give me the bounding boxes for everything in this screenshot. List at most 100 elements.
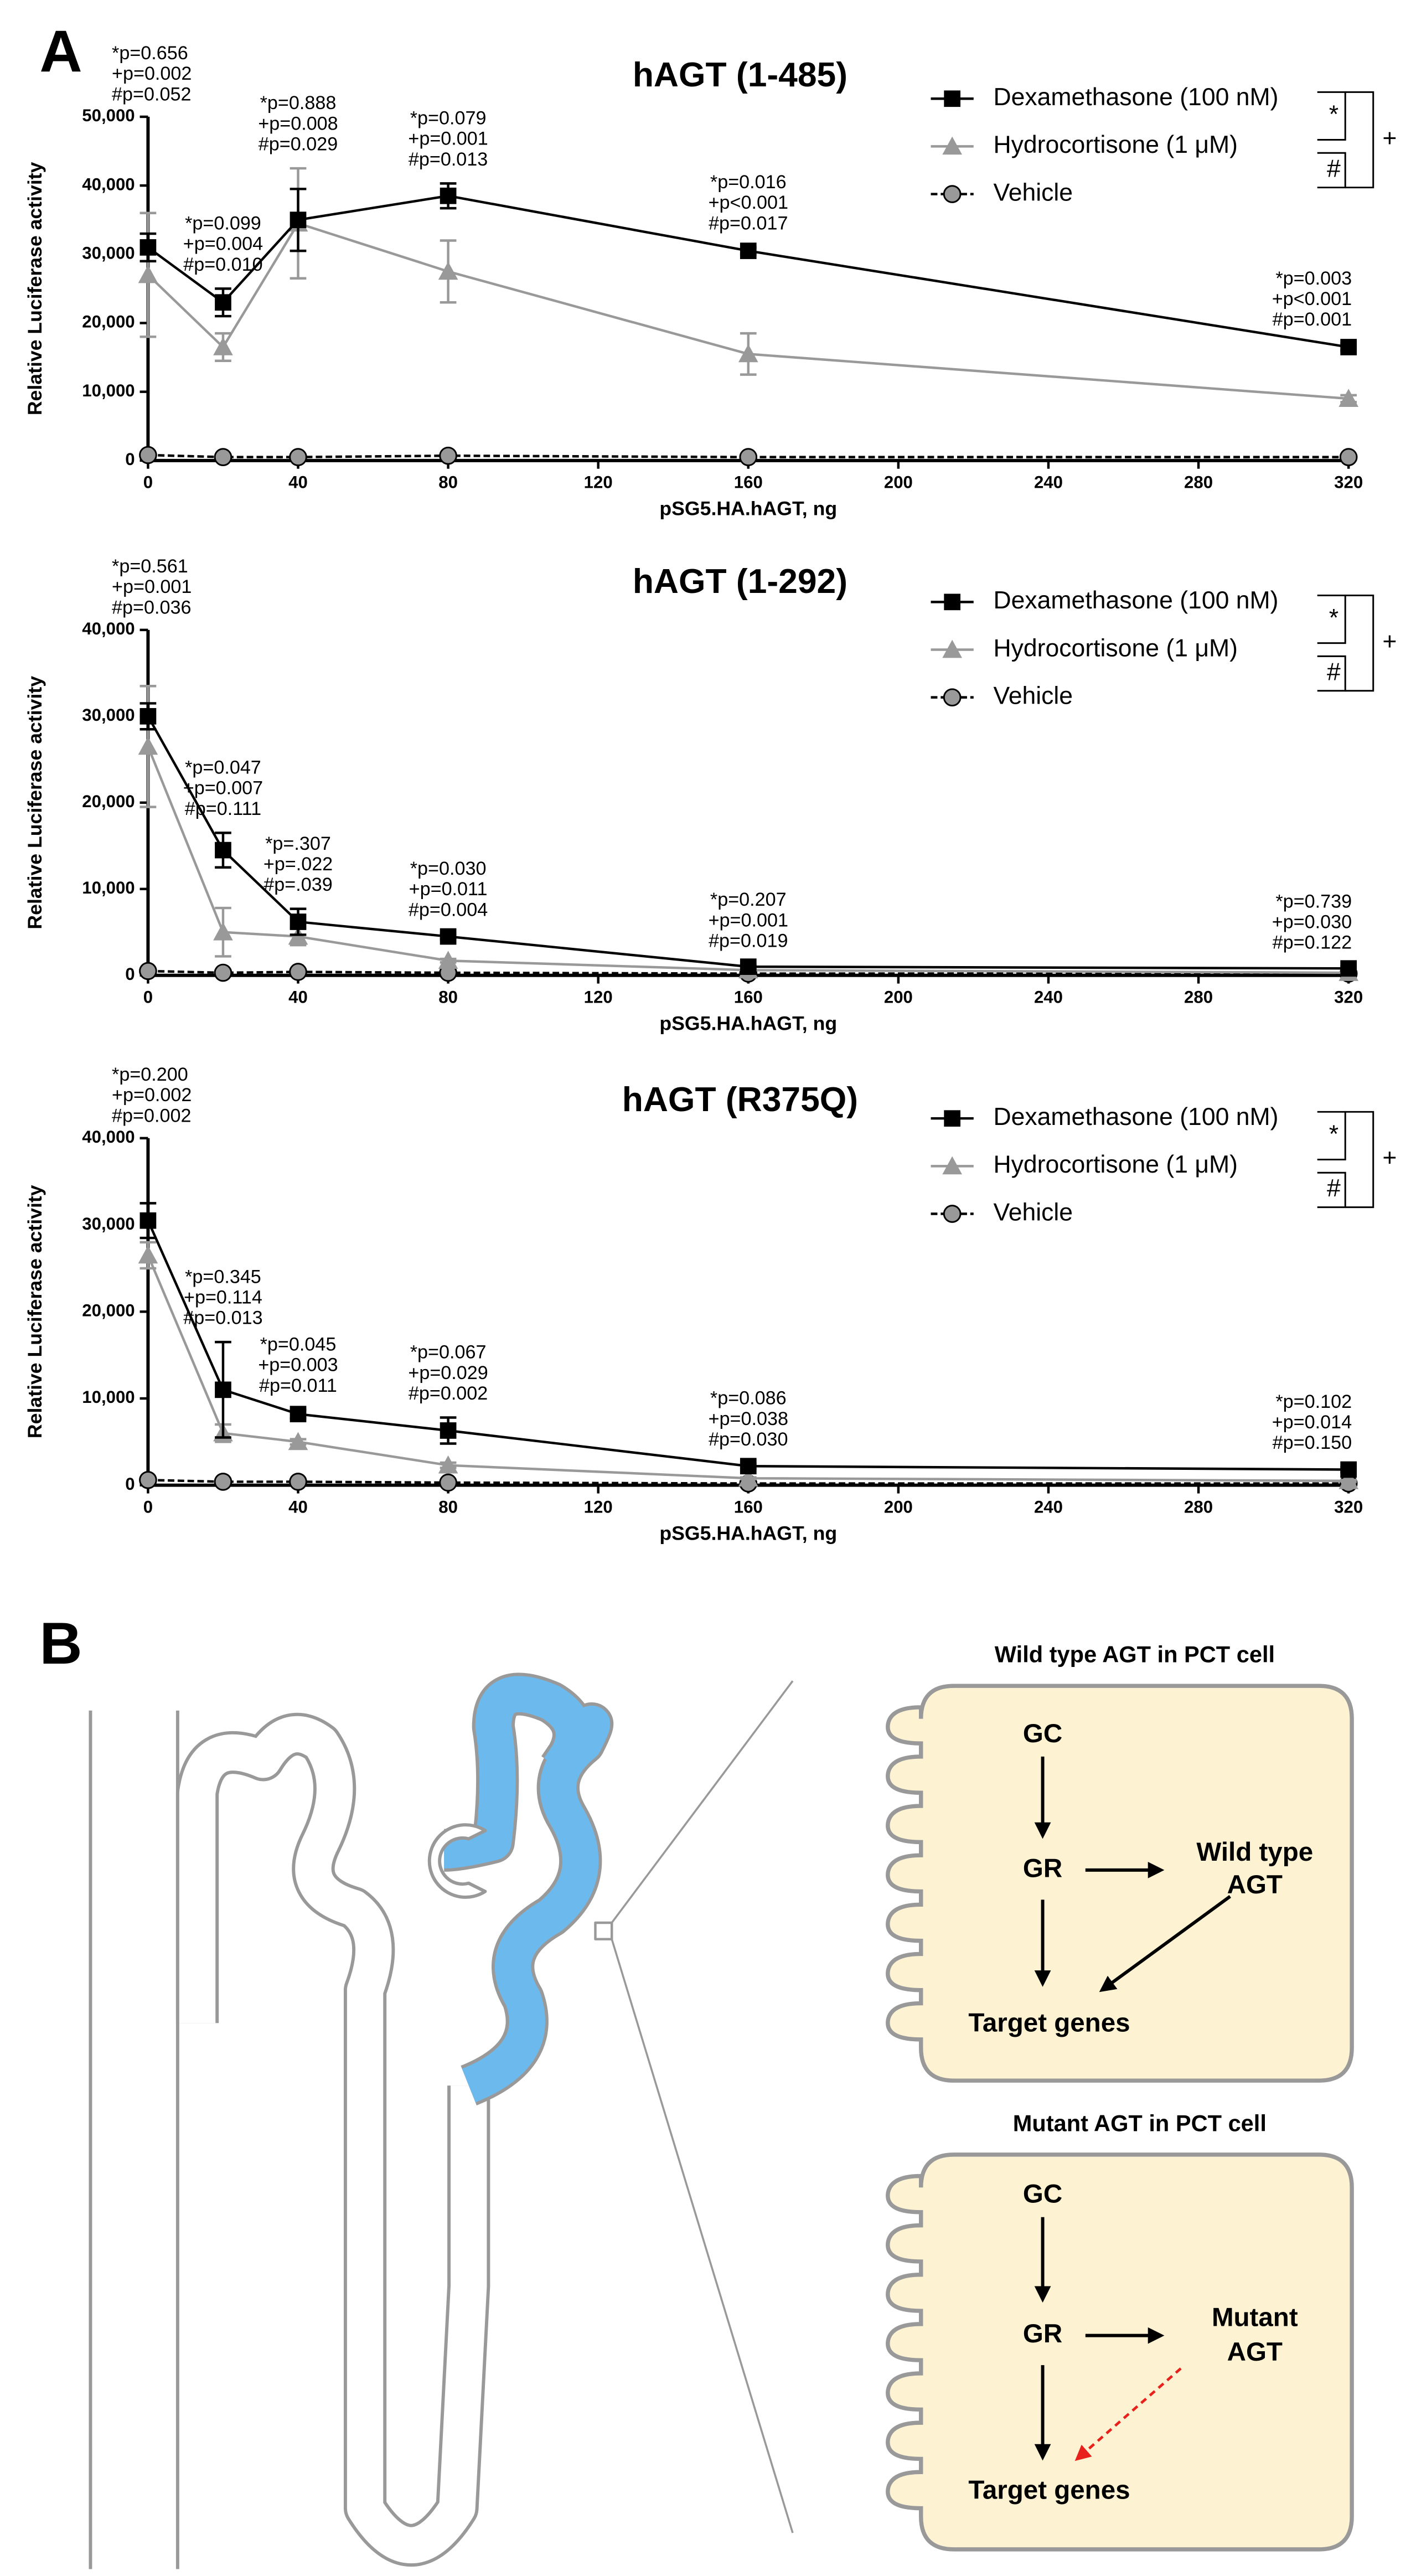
marker [740,1458,757,1475]
node-label: Wild type [1196,1837,1313,1867]
x-tick-label: 40 [288,988,308,1007]
y-tick-label: 40,000 [82,174,135,194]
marker [215,842,231,859]
x-tick-label: 0 [143,473,153,492]
p-value-annotation: #p=0.030 [709,1429,788,1450]
marker [1340,960,1357,977]
marker [138,736,158,755]
p-value-annotation: +p=0.114 [184,1287,262,1308]
marker [944,593,961,611]
p-value-annotation: #p=0.002 [409,1383,488,1404]
chart-title: hAGT (R375Q) [622,1081,858,1119]
legend-bracket [1317,594,1346,644]
marker [943,1205,962,1223]
p-value-annotation: #p=0.013 [409,149,488,170]
cell-title: Wild type AGT in PCT cell [995,1641,1275,1668]
legend-label: Vehicle [993,179,1073,206]
cell-wild-type: Wild type AGT in PCT cell GC GR Wild typ… [886,1641,1354,2083]
marker [288,1432,308,1450]
marker [943,688,962,706]
series-line [147,194,1349,349]
node-label: AGT [1227,2337,1283,2367]
legend-bracket [1317,152,1346,189]
marker [1340,1461,1357,1478]
y-axis-label: Relative Luciferase activity [24,162,46,415]
marker [139,1470,157,1489]
node-label: GC [1023,1719,1062,1748]
node-label: Mutant [1212,2303,1298,2332]
x-tick-label: 40 [288,1498,308,1517]
p-value-annotation: *p=0.888 [260,92,337,113]
marker [289,448,307,466]
marker [213,337,233,355]
x-tick-label: 200 [884,1498,913,1517]
marker [438,1455,458,1474]
series-line [147,715,1349,970]
x-tick-label: 80 [438,1498,458,1517]
marker [739,448,758,466]
marker [1340,339,1357,355]
p-value-annotation: *p=0.003 [1275,268,1352,289]
x-tick-label: 160 [734,473,763,492]
series-line [148,969,1349,975]
marker [1339,448,1358,466]
p-value-annotation: #p=0.019 [709,930,788,951]
legend-label: Dexamethasone (100 nM) [993,84,1278,111]
x-tick-label: 240 [1034,988,1063,1007]
series-line [147,746,1349,974]
x-tick-label: 120 [584,1498,613,1517]
x-tick-label: 40 [288,473,308,492]
legend-bracket [1345,594,1374,692]
x-tick-label: 240 [1034,473,1063,492]
legend-bracket [1317,1171,1346,1209]
y-tick-label: 40,000 [82,1127,135,1147]
p-value-annotation: *p=0.099 [185,213,261,234]
marker [215,1381,231,1398]
panel-label: A [39,18,82,84]
p-value-annotation: #p=0.150 [1273,1432,1352,1453]
p-value-annotation: *p=0.200 [112,1064,188,1085]
legend-bracket [1317,1111,1346,1160]
marker [738,344,758,363]
y-tick-label: 0 [125,964,135,984]
bracket-symbol: + [1382,125,1397,152]
p-value-annotation: *p=0.030 [410,858,487,879]
y-tick-label: 30,000 [82,244,135,263]
x-tick-label: 280 [1184,1498,1213,1517]
legend-label: Hydrocortisone (1 μM) [993,131,1238,158]
p-value-annotation: #p=0.004 [409,899,488,920]
y-tick-label: 0 [125,1474,135,1494]
series-line [147,221,1349,400]
marker [214,1473,232,1491]
marker [440,928,457,945]
p-value-annotation: #p=0.001 [1273,309,1352,330]
p-value-annotation: #p=0.013 [183,1308,262,1329]
marker [289,1473,307,1491]
marker [214,448,232,466]
p-value-annotation: +p=0.002 [112,1085,192,1106]
panel-label: B [39,1610,82,1676]
p-value-annotation: #p=0.029 [259,134,338,155]
marker [139,239,157,256]
marker [944,1110,961,1127]
x-tick-label: 280 [1184,473,1213,492]
p-value-annotation: +p=0.014 [1272,1412,1352,1433]
p-value-annotation: *p=.307 [265,833,331,854]
marker [740,958,757,975]
nephron [89,1672,794,2569]
marker [438,261,458,280]
marker [138,265,158,283]
p-value-annotation: +p=0.001 [709,910,788,931]
legend-bracket [1317,655,1346,692]
marker [215,294,231,311]
x-axis-label: pSG5.HA.hAGT, ng [659,1522,837,1544]
x-axis-label: pSG5.HA.hAGT, ng [659,1012,837,1034]
p-value-annotation: +p=0.008 [258,113,338,134]
p-value-annotation: *p=0.086 [710,1388,787,1409]
p-value-annotation: +p=0.011 [409,879,488,900]
marker [1339,1471,1358,1489]
x-tick-label: 80 [438,988,458,1007]
bracket-symbol: # [1327,658,1341,685]
p-value-annotation: *p=0.561 [112,556,188,577]
marker [139,708,157,725]
